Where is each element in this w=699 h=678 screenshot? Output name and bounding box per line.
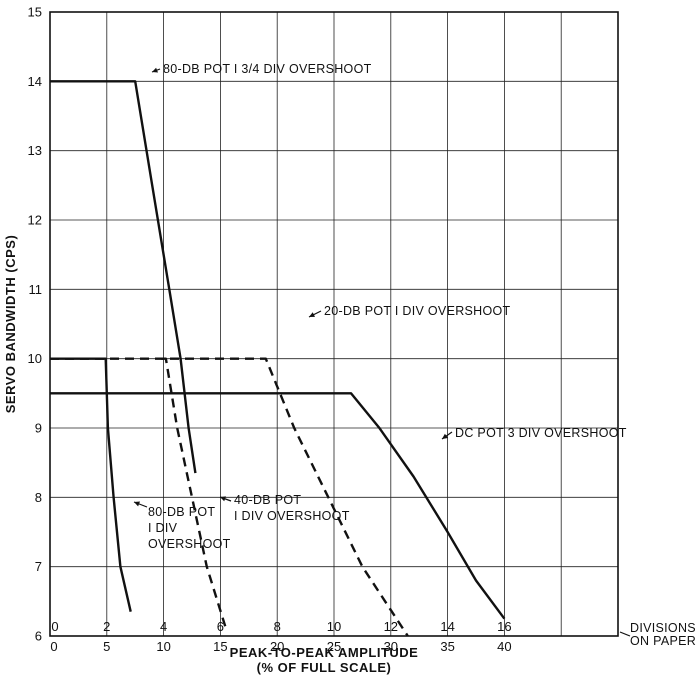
series-layer bbox=[50, 80, 506, 637]
series-4-line bbox=[161, 357, 228, 630]
x-tick-label: 20 bbox=[270, 639, 284, 654]
y-tick-label: 11 bbox=[29, 282, 43, 297]
division-tick-label: 8 bbox=[274, 619, 281, 634]
x-tick-label: 25 bbox=[327, 639, 341, 654]
annotation-1-line-1: 80-DB POT I 3/4 DIV OVERSHOOT bbox=[163, 62, 372, 76]
divisions-arrow bbox=[619, 631, 631, 637]
annotation-5-arrowhead bbox=[220, 496, 226, 502]
annotation-3-arrowhead bbox=[442, 433, 448, 439]
division-tick-label: 4 bbox=[160, 619, 167, 634]
y-tick-label: 6 bbox=[35, 629, 42, 644]
annotation-4-arrowhead bbox=[134, 501, 140, 507]
division-tick-label: 14 bbox=[440, 619, 454, 634]
y-tick-label: 7 bbox=[35, 559, 42, 574]
x-axis-subtitle: (% OF FULL SCALE) bbox=[257, 660, 392, 675]
annotation-4-line-3: OVERSHOOT bbox=[148, 537, 231, 551]
division-tick-label: 2 bbox=[103, 619, 110, 634]
y-axis-title: SERVO BANDWIDTH (CPS) bbox=[3, 235, 18, 414]
division-tick-label: 6 bbox=[217, 619, 224, 634]
series-2-line bbox=[50, 357, 132, 612]
division-tick-label: 0 bbox=[51, 619, 58, 634]
division-tick-label: 12 bbox=[384, 619, 398, 634]
x-tick-label: 0 bbox=[50, 639, 57, 654]
x-tick-label: 10 bbox=[156, 639, 170, 654]
x-tick-label: 30 bbox=[384, 639, 398, 654]
series-5-line bbox=[50, 392, 506, 620]
y-tick-label: 9 bbox=[35, 421, 42, 436]
x-tick-label: 15 bbox=[213, 639, 227, 654]
y-tick-label: 8 bbox=[35, 490, 42, 505]
x-tick-label: 35 bbox=[440, 639, 454, 654]
annotation-5-line-1: 40-DB POT bbox=[234, 493, 301, 507]
divisions-label-2: ON PAPER bbox=[630, 634, 696, 648]
series-1-line bbox=[50, 80, 197, 474]
annotation-4-line-1: 80-DB POT bbox=[148, 505, 215, 519]
grid bbox=[50, 12, 618, 636]
x-tick-label: 40 bbox=[497, 639, 511, 654]
annotation-1-arrowhead bbox=[152, 67, 158, 73]
divisions-label-1: DIVISIONS bbox=[630, 621, 696, 635]
y-tick-label: 14 bbox=[28, 74, 42, 89]
y-tick-label: 10 bbox=[28, 351, 42, 366]
annotation-2-line-1: 20-DB POT I DIV OVERSHOOT bbox=[324, 304, 511, 318]
annotations: 80-DB POT I 3/4 DIV OVERSHOOT 20-DB POT I… bbox=[133, 62, 631, 637]
division-tick-label: 10 bbox=[327, 619, 341, 634]
annotation-5-line-2: I DIV OVERSHOOT bbox=[234, 509, 350, 523]
tick-labels: 6 7 8 9 10 11 12 13 14 15 0 5 10 15 20 25 30 35 40 0 2 4 6 8 10 1… bbox=[28, 5, 512, 655]
y-tick-label: 15 bbox=[28, 5, 42, 20]
annotation-3-line-1: DC POT 3 DIV OVERSHOOT bbox=[455, 426, 627, 440]
plot-frame bbox=[49, 11, 619, 637]
y-tick-label: 12 bbox=[28, 213, 42, 228]
annotation-2-arrowhead bbox=[309, 312, 315, 317]
x-axis-title: PEAK-TO-PEAK AMPLITUDE bbox=[230, 645, 419, 660]
annotation-4-line-2: I DIV bbox=[148, 521, 178, 535]
division-tick-label: 16 bbox=[497, 619, 511, 634]
x-tick-label: 5 bbox=[103, 639, 110, 654]
y-tick-label: 13 bbox=[28, 143, 42, 158]
